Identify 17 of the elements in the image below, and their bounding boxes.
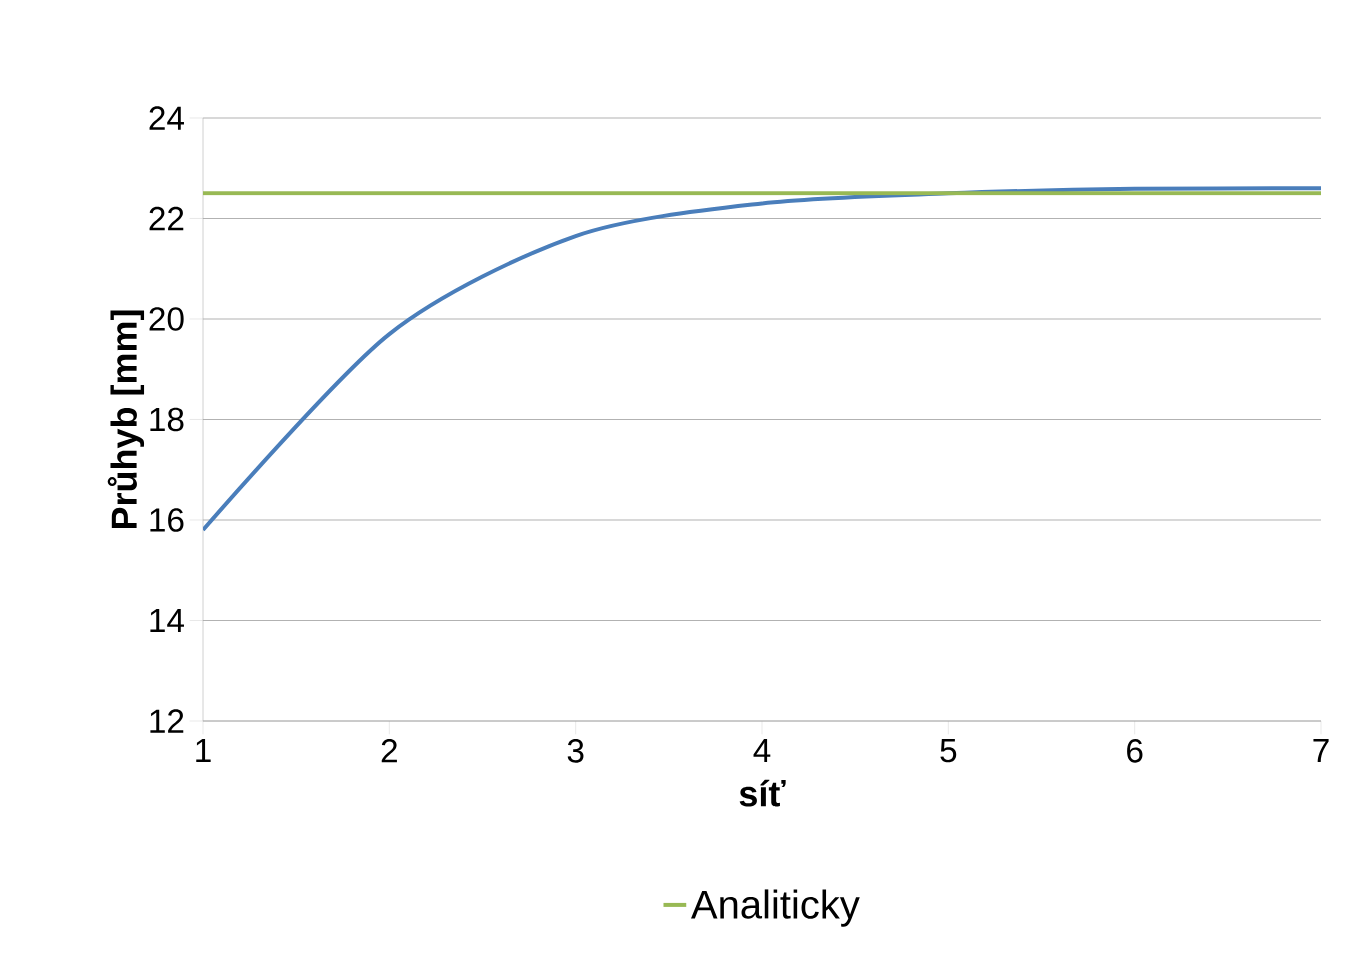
x-tick-label: 2 xyxy=(381,739,397,763)
y-axis-title: Průhyb [mm] xyxy=(107,310,145,529)
x-tick-label: 1 xyxy=(196,739,211,762)
x-tick-label: 3 xyxy=(567,739,584,763)
x-tick-label: 4 xyxy=(753,739,771,762)
y-tick-label: 22 xyxy=(149,206,184,231)
y-tick-label: 12 xyxy=(150,709,184,733)
y-tick-label: 24 xyxy=(149,106,184,130)
y-tick-label: 18 xyxy=(150,407,184,432)
x-axis-title: síť xyxy=(739,779,786,807)
x-tick-label: 5 xyxy=(940,739,957,763)
legend-label: Analiticky xyxy=(691,889,860,927)
y-tick-label: 16 xyxy=(150,508,184,532)
x-tick-label: 6 xyxy=(1127,739,1143,763)
y-tick-label: 20 xyxy=(149,307,184,331)
x-tick-label: 7 xyxy=(1313,739,1329,762)
y-tick-label: 14 xyxy=(150,609,184,632)
